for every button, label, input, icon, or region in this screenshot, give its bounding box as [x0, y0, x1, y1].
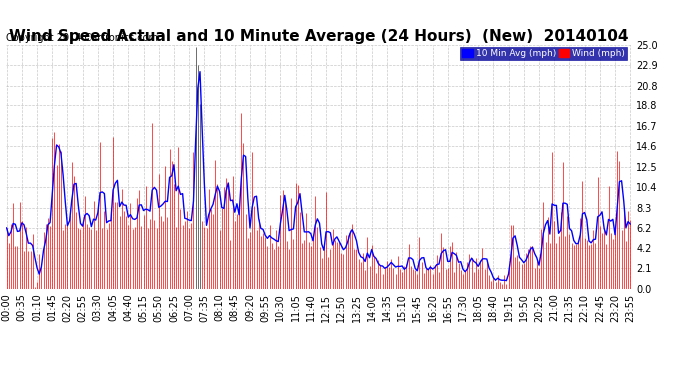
- Text: Copyright 2014 Cartronics.com: Copyright 2014 Cartronics.com: [6, 33, 157, 43]
- Legend: 10 Min Avg (mph), Wind (mph): 10 Min Avg (mph), Wind (mph): [460, 47, 627, 60]
- Title: Wind Speed Actual and 10 Minute Average (24 Hours)  (New)  20140104: Wind Speed Actual and 10 Minute Average …: [9, 29, 628, 44]
